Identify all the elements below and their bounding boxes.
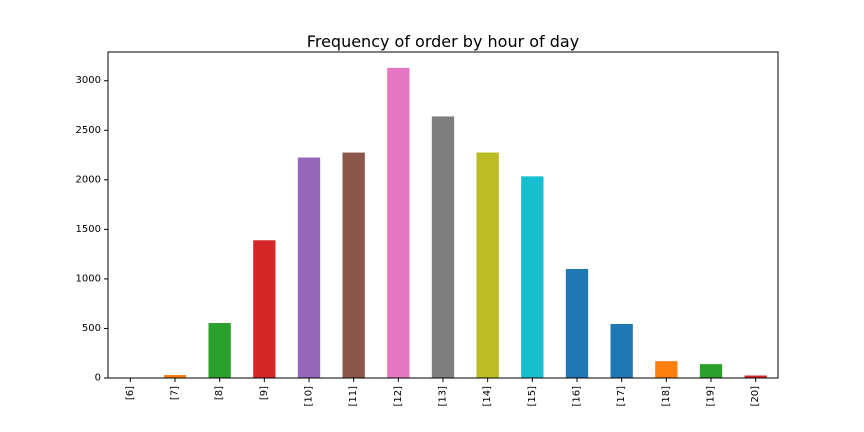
x-tick-label: [15] bbox=[527, 386, 538, 407]
bar-20 bbox=[744, 375, 767, 378]
x-tick-label: [18] bbox=[661, 386, 672, 407]
x-tick-label: [8] bbox=[214, 386, 225, 400]
x-tick-label: [13] bbox=[438, 386, 449, 407]
x-tick-label: [11] bbox=[348, 386, 359, 407]
y-axis: 0 500 1000 1500 2000 2500 3000 bbox=[76, 75, 108, 384]
y-tick-label: 1000 bbox=[76, 273, 101, 284]
y-tick-label: 500 bbox=[82, 323, 101, 334]
bar-19 bbox=[699, 364, 723, 378]
bar-18 bbox=[655, 361, 678, 378]
bar-9 bbox=[253, 240, 276, 378]
y-tick-label: 2500 bbox=[76, 125, 101, 136]
bar-7 bbox=[163, 375, 187, 378]
plot-frame bbox=[107, 51, 779, 379]
bars-group bbox=[119, 67, 767, 378]
bar-15 bbox=[521, 176, 544, 378]
y-tick-label: 2000 bbox=[76, 174, 101, 185]
y-tick-label: 0 bbox=[95, 373, 101, 384]
x-tick-label: [7] bbox=[170, 386, 181, 400]
x-axis: [6] [7] [8] [9] [10] [11] [12] [13] [14] [15] [16]… bbox=[125, 378, 761, 407]
x-tick-label: [19] bbox=[706, 386, 717, 407]
x-tick-label: [12] bbox=[393, 386, 404, 407]
bar-12 bbox=[387, 67, 410, 378]
x-tick-label: [20] bbox=[750, 386, 761, 407]
bar-16 bbox=[565, 269, 589, 378]
y-tick-label: 1500 bbox=[76, 224, 101, 235]
y-tick-label: 3000 bbox=[76, 75, 101, 86]
bar-10 bbox=[297, 157, 321, 378]
x-tick-label: [14] bbox=[482, 386, 493, 407]
x-tick-label: [16] bbox=[572, 386, 583, 407]
bar-14 bbox=[476, 152, 499, 378]
chart-title: Frequency of order by hour of day bbox=[307, 32, 579, 51]
x-tick-label: [9] bbox=[259, 386, 270, 400]
x-tick-label: [6] bbox=[125, 386, 136, 400]
x-tick-label: [10] bbox=[304, 386, 315, 407]
bar-8 bbox=[208, 323, 231, 378]
bar-11 bbox=[342, 152, 365, 378]
bar-17 bbox=[610, 324, 633, 378]
x-tick-label: [17] bbox=[616, 386, 627, 407]
bar-13 bbox=[431, 116, 455, 378]
